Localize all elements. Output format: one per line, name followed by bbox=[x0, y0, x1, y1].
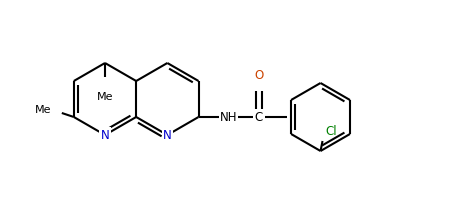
Text: NH: NH bbox=[220, 111, 237, 124]
Text: O: O bbox=[254, 69, 263, 82]
Text: Me: Me bbox=[35, 104, 52, 114]
Text: C: C bbox=[255, 111, 263, 124]
Text: Cl: Cl bbox=[326, 124, 337, 137]
Text: N: N bbox=[163, 129, 172, 142]
Text: N: N bbox=[101, 129, 110, 142]
Text: Me: Me bbox=[97, 92, 113, 101]
